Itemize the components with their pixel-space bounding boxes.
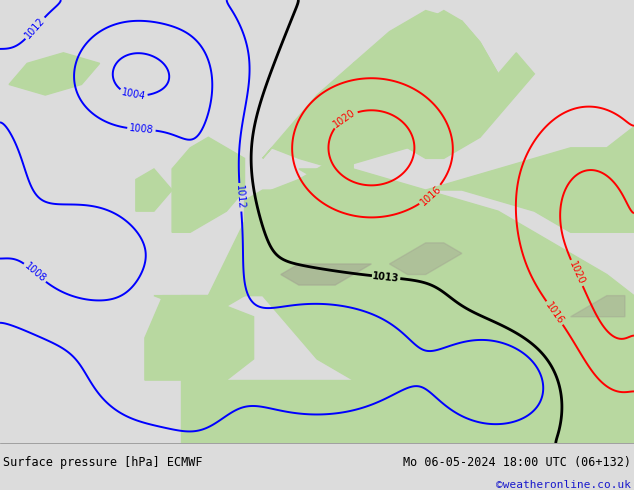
Polygon shape: [9, 53, 100, 95]
Text: 1020: 1020: [567, 260, 586, 286]
Polygon shape: [353, 11, 498, 105]
Text: 1004: 1004: [120, 88, 146, 102]
Polygon shape: [408, 53, 534, 158]
Polygon shape: [389, 243, 462, 274]
Polygon shape: [299, 148, 353, 179]
Text: 1020: 1020: [332, 107, 358, 129]
Polygon shape: [262, 11, 498, 169]
Polygon shape: [136, 169, 172, 211]
Text: 1008: 1008: [22, 261, 48, 284]
Text: 1012: 1012: [235, 185, 246, 210]
Polygon shape: [181, 179, 299, 306]
Text: 1016: 1016: [418, 183, 443, 207]
Text: Surface pressure [hPa] ECMWF: Surface pressure [hPa] ECMWF: [3, 456, 203, 468]
Text: Mo 06-05-2024 18:00 UTC (06+132): Mo 06-05-2024 18:00 UTC (06+132): [403, 456, 631, 468]
Text: 1016: 1016: [543, 300, 566, 326]
Text: 1012: 1012: [23, 16, 47, 41]
Text: 1013: 1013: [372, 271, 400, 284]
Polygon shape: [281, 264, 372, 285]
Polygon shape: [462, 317, 625, 380]
Polygon shape: [425, 127, 634, 232]
Polygon shape: [571, 295, 625, 317]
Polygon shape: [172, 137, 245, 232]
Text: 1008: 1008: [129, 123, 154, 135]
Polygon shape: [154, 169, 634, 443]
Polygon shape: [181, 380, 625, 443]
Polygon shape: [145, 295, 254, 380]
Text: ©weatheronline.co.uk: ©weatheronline.co.uk: [496, 480, 631, 490]
